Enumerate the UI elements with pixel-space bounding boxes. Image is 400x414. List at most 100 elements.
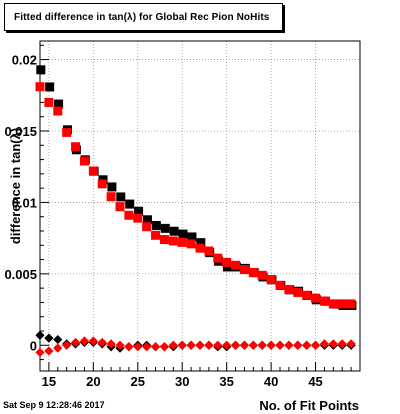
red-diamond-marker — [275, 340, 285, 350]
black-square-marker — [134, 206, 144, 216]
x-tick-label: 35 — [219, 374, 233, 389]
red-diamond-marker — [346, 339, 356, 349]
red-diamond-marker — [142, 342, 152, 352]
timestamp: Sat Sep 9 12:28:46 2017 — [3, 400, 105, 410]
black-square-marker — [142, 215, 152, 225]
black-diamond-marker — [44, 333, 54, 343]
red-square-marker — [293, 287, 303, 297]
y-tick-label: 0 — [30, 338, 37, 353]
red-diamond-marker — [302, 340, 312, 350]
red-square-marker — [35, 82, 45, 92]
grid — [40, 41, 360, 371]
x-tick-label: 45 — [308, 374, 322, 389]
y-tick-label: 0.01 — [12, 195, 37, 210]
red-square-marker — [142, 222, 152, 232]
red-square-marker — [275, 280, 285, 290]
red-diamond-marker — [159, 342, 170, 352]
red-diamond-marker — [88, 336, 98, 346]
y-axis-title: difference in tan(λ) — [8, 128, 23, 244]
red-diamond-marker — [257, 340, 267, 350]
red-square-marker — [204, 246, 214, 256]
red-diamond-marker — [44, 346, 54, 356]
red-diamond-marker — [204, 340, 214, 350]
red-square-marker — [168, 236, 178, 246]
axis-ticks — [39, 44, 361, 371]
red-square-marker — [106, 192, 116, 202]
x-axis-title: No. of Fit Points — [259, 398, 359, 413]
red-square-marker — [266, 275, 276, 285]
red-square-marker — [62, 127, 72, 137]
red-square-marker — [88, 166, 98, 176]
red-square-marker — [53, 106, 63, 116]
red-square-marker — [248, 267, 258, 277]
black-square-marker — [169, 226, 179, 236]
tick-labels: 15 20 25 30 35 40 45 0 0.005 0.01 0.015 0.02 — [4, 53, 322, 389]
y-tick-label: 0.015 — [4, 124, 37, 139]
red-diamond-marker — [150, 342, 161, 352]
red-square-marker — [159, 235, 169, 245]
red-diamond-marker — [293, 340, 303, 350]
black-square-marker — [45, 82, 55, 92]
red-diamond-marker — [124, 342, 134, 352]
red-diamond-marker — [213, 340, 223, 350]
red-square-marker — [302, 290, 312, 300]
red-square-marker — [222, 257, 232, 267]
red-square-marker — [97, 179, 107, 189]
black-square-marker — [151, 221, 161, 231]
black-square-marker — [107, 182, 117, 192]
red-square-marker — [71, 142, 81, 152]
red-square-marker — [213, 253, 223, 263]
x-tick-label: 30 — [175, 374, 189, 389]
red-diamond-marker — [62, 340, 72, 350]
red-diamond-marker — [79, 336, 90, 346]
red-diamond-marker — [230, 340, 241, 350]
red-diamond-marker — [115, 340, 125, 350]
x-tick-label: 25 — [131, 374, 145, 389]
red-square-marker — [231, 260, 241, 270]
red-square-marker — [284, 285, 294, 295]
red-diamond-marker — [284, 340, 294, 350]
red-square-marker — [311, 293, 321, 303]
red-square-marker — [133, 213, 143, 223]
black-square-marker — [178, 229, 188, 239]
red-diamond-marker — [53, 343, 63, 353]
red-diamond-marker — [248, 340, 258, 350]
black-square-marker — [187, 232, 197, 242]
data-points — [35, 65, 357, 358]
red-diamond-marker — [177, 340, 187, 350]
red-square-marker — [328, 299, 338, 309]
red-diamond-marker — [239, 340, 250, 350]
red-diamond-marker — [186, 340, 196, 350]
red-diamond-marker — [319, 339, 330, 349]
title-box: Fitted difference in tan(λ) for Global R… — [4, 3, 283, 31]
black-square-marker — [196, 238, 206, 248]
x-tick-label: 20 — [86, 374, 100, 389]
x-tick-label: 40 — [264, 374, 278, 389]
black-diamond-marker — [35, 330, 45, 340]
red-diamond-marker — [106, 339, 116, 349]
red-diamond-marker — [266, 340, 276, 350]
black-square-marker — [125, 199, 135, 209]
red-square-marker — [257, 270, 267, 280]
red-diamond-marker — [195, 340, 205, 350]
plot-frame — [39, 40, 361, 372]
red-diamond-marker — [97, 337, 107, 348]
red-diamond-marker — [310, 340, 321, 350]
black-diamond-marker — [53, 334, 63, 345]
red-diamond-marker — [133, 342, 143, 352]
red-square-marker — [44, 97, 54, 107]
y-tick-label: 0.005 — [4, 267, 37, 282]
red-square-marker — [195, 243, 205, 253]
red-diamond-marker — [168, 340, 178, 350]
red-square-marker — [115, 202, 125, 212]
black-square-marker — [54, 99, 64, 109]
red-square-marker — [337, 299, 347, 309]
chart-title: Fitted difference in tan(λ) for Global R… — [14, 12, 270, 23]
red-square-marker — [186, 239, 196, 249]
red-diamond-marker — [337, 339, 347, 349]
black-square-marker — [160, 223, 170, 233]
red-square-marker — [319, 296, 329, 306]
black-square-marker — [36, 65, 46, 75]
red-square-marker — [124, 210, 134, 220]
